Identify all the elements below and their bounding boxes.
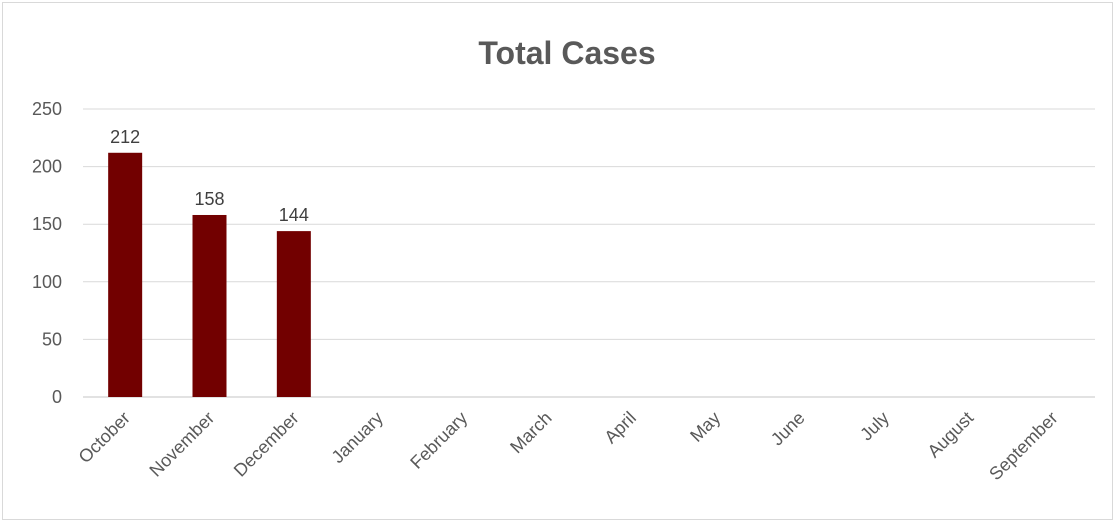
x-tick-label-april: April [600,408,640,448]
bar-november [192,214,227,397]
x-tick-label-may: May [686,408,724,446]
data-label-december: 144 [279,205,309,225]
chart-title: Total Cases [478,35,655,71]
data-label-october: 212 [110,127,140,147]
x-tick-label-october: October [75,408,134,467]
y-tick-label: 250 [32,99,62,119]
bar-december [276,231,311,397]
x-tick-label-august: August [924,408,978,462]
data-labels: 212 158 144 [110,127,309,225]
x-tick-label-march: March [506,408,556,458]
x-axis-ticks: October November December January February Ma… [75,408,1062,484]
x-tick-label-february: February [406,408,471,473]
y-tick-label: 150 [32,214,62,234]
x-tick-label-september: September [985,408,1061,484]
y-tick-label: 0 [52,387,62,407]
bars [108,152,311,397]
data-label-november: 158 [194,189,224,209]
x-tick-label-july: July [856,408,893,445]
x-tick-label-december: December [230,408,303,481]
bar-october [108,152,143,397]
y-tick-label: 50 [42,329,62,349]
y-tick-label: 200 [32,157,62,177]
x-tick-label-november: November [145,408,218,481]
x-tick-label-january: January [328,408,387,467]
gridlines [83,108,1095,398]
y-tick-label: 100 [32,272,62,292]
y-axis-ticks: 0 50 100 150 200 250 [32,99,62,407]
x-tick-label-june: June [767,408,809,450]
